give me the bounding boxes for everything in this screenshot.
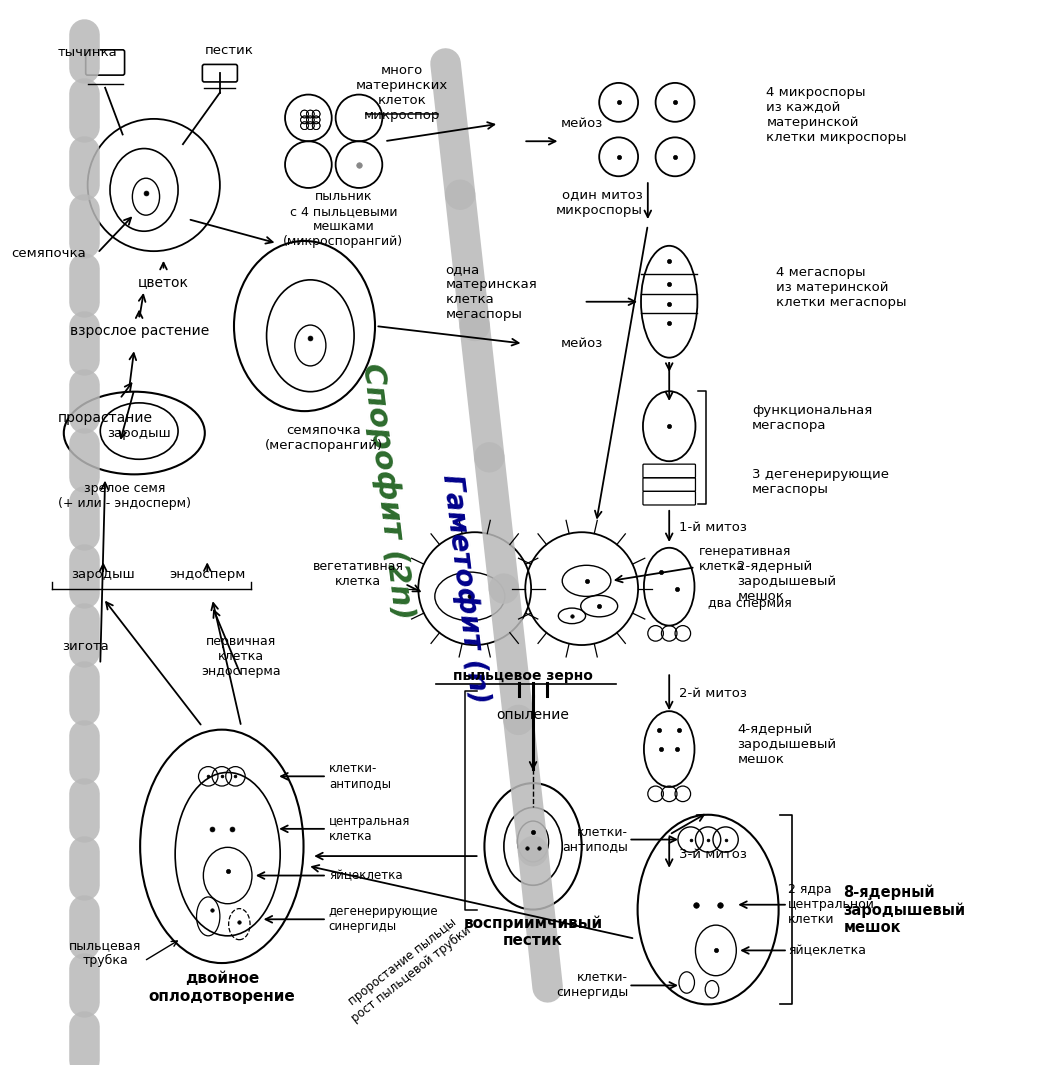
Text: двойное
оплодотворение: двойное оплодотворение: [149, 971, 295, 1003]
Text: зрелое семя
(+ или - эндосперм): зрелое семя (+ или - эндосперм): [59, 483, 191, 510]
Text: дегенерирующие
синергиды: дегенерирующие синергиды: [328, 905, 438, 933]
Text: яйцеклетка: яйцеклетка: [788, 944, 866, 957]
Text: прорастание: прорастание: [58, 411, 153, 426]
Text: клетки-
антиподы: клетки- антиподы: [563, 825, 629, 853]
Text: центральная
клетка: центральная клетка: [328, 814, 410, 842]
Text: цветок: цветок: [138, 275, 189, 289]
Text: 3-й митоз: 3-й митоз: [679, 848, 747, 861]
Text: семяпочка: семяпочка: [10, 246, 86, 259]
Text: эндосперм: эндосперм: [169, 567, 246, 581]
Text: зародыш: зародыш: [71, 567, 135, 581]
Text: много
материнских
клеток
микроспор: много материнских клеток микроспор: [356, 64, 448, 122]
Text: тычинка: тычинка: [58, 45, 117, 58]
Text: первичная
клетка
эндосперма: первичная клетка эндосперма: [202, 635, 281, 678]
Text: 3 дегенерирующие
мегаспоры: 3 дегенерирующие мегаспоры: [752, 468, 889, 496]
Text: генеративная
клетка: генеративная клетка: [699, 545, 791, 573]
Text: опыление: опыление: [497, 708, 569, 723]
Text: семяпочка
(мегаспорангий): семяпочка (мегаспорангий): [265, 423, 383, 451]
Text: зародыш: зародыш: [108, 427, 172, 440]
Text: 4 микроспоры
из каждой
материнской
клетки микроспоры: 4 микроспоры из каждой материнской клетк…: [767, 86, 907, 144]
Text: вегетативная
клетка: вегетативная клетка: [313, 561, 404, 588]
Text: 4 мегаспоры
из материнской
клетки мегаспоры: 4 мегаспоры из материнской клетки мегасп…: [776, 266, 907, 309]
Text: яйцеклетка: яйцеклетка: [328, 869, 403, 882]
Text: Спорофит (2n): Спорофит (2n): [357, 362, 417, 621]
Text: 8-ядерный
зародышевый
мешок: 8-ядерный зародышевый мешок: [843, 885, 965, 935]
Text: пестик: пестик: [205, 43, 254, 56]
Text: восприимчивый
пестик: восприимчивый пестик: [463, 916, 602, 948]
Text: функциональная
мегаспора: функциональная мегаспора: [752, 404, 872, 432]
Text: клетки-
антиподы: клетки- антиподы: [328, 762, 391, 791]
Text: одна
материнская
клетка
мегаспоры: одна материнская клетка мегаспоры: [446, 264, 538, 321]
Text: один митоз
микроспоры: один митоз микроспоры: [556, 189, 643, 216]
Text: клетки-
синергиды: клетки- синергиды: [556, 971, 629, 999]
Text: мейоз: мейоз: [561, 337, 602, 350]
Text: пыльцевая
трубка: пыльцевая трубка: [69, 940, 141, 968]
Text: зигота: зигота: [63, 640, 109, 653]
Text: взрослое растение: взрослое растение: [69, 324, 209, 338]
Text: 2-й митоз: 2-й митоз: [679, 687, 747, 700]
Text: пыльник
с 4 пыльцевыми
мешками
(микроспорангий): пыльник с 4 пыльцевыми мешками (микроспо…: [283, 190, 404, 248]
Text: проростание пыльцы
рост пыльцевой трубки: проростание пыльцы рост пыльцевой трубки: [340, 912, 474, 1025]
Text: Гаметофит (n): Гаметофит (n): [437, 472, 493, 705]
Text: два спермия: два спермия: [708, 597, 792, 610]
Text: 2 ядра
центральной
клетки: 2 ядра центральной клетки: [788, 883, 874, 927]
Text: 1-й митоз: 1-й митоз: [679, 521, 747, 534]
Text: пыльцевое зерно: пыльцевое зерно: [453, 670, 593, 684]
Text: мейоз: мейоз: [561, 117, 602, 130]
Text: 2-ядерный
зародышевый
мешок: 2-ядерный зародышевый мешок: [737, 561, 837, 604]
Text: 4-ядерный
зародышевый
мешок: 4-ядерный зародышевый мешок: [737, 723, 837, 766]
